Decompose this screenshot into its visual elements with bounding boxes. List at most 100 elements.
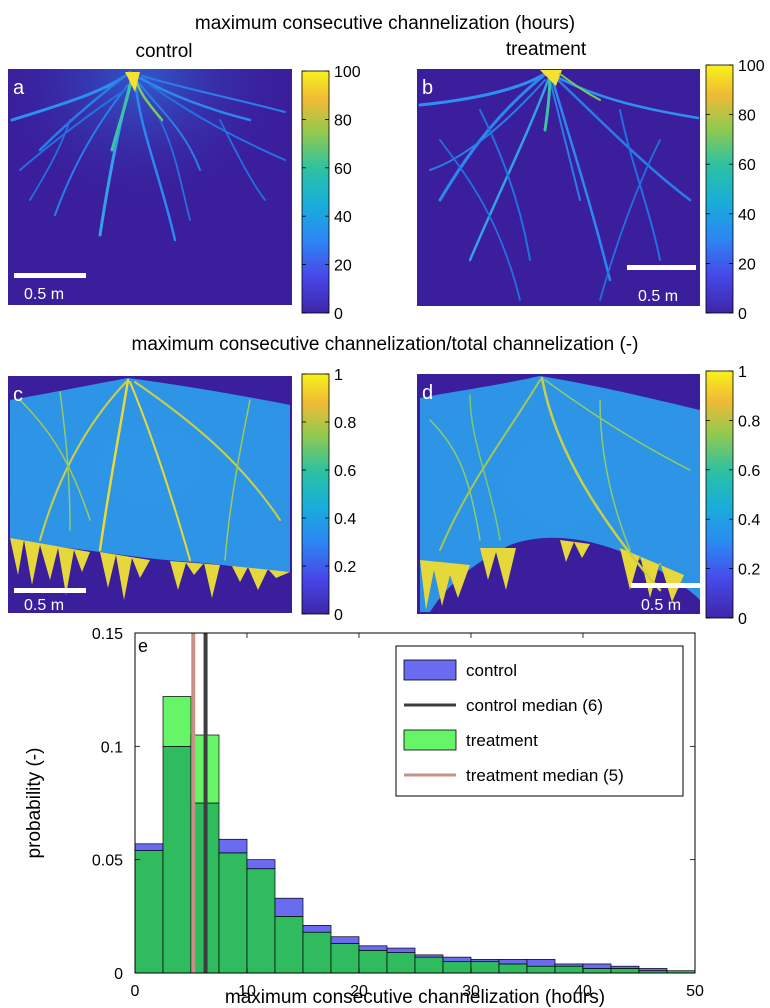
histogram-bar-overlap <box>162 745 192 974</box>
legend-label: control median (6) <box>466 696 603 715</box>
histogram-bar-overlap <box>246 868 276 974</box>
colorbar-d-tick-label: 0.2 <box>738 562 760 579</box>
histogram-bar-overlap <box>582 968 612 974</box>
colorbar-d-tick-label: 0 <box>738 611 747 628</box>
histogram-bar-treatment <box>162 696 192 747</box>
y-tick-label: 0.15 <box>92 626 123 643</box>
histogram-bar-overlap <box>442 961 472 974</box>
panel-e: 0 10 20 30 40 50 0 0.05 0.1 0.15 e maximum consec… <box>24 626 704 1008</box>
colorbar-b: 0 20 40 60 80 100 <box>705 58 765 323</box>
panel-c-scalebar <box>14 588 86 593</box>
legend-label: control <box>466 661 517 680</box>
histogram-bar-control <box>330 936 360 944</box>
histogram-bar-control <box>218 838 248 854</box>
panel-a-letter: a <box>13 77 25 99</box>
histogram-bar-control <box>442 956 472 963</box>
x-tick-label: 20 <box>350 983 368 1000</box>
histogram-bar-control <box>526 959 556 967</box>
colorbar-c-gradient <box>301 373 330 615</box>
colorbar-d-tick-label: 0.4 <box>738 512 760 529</box>
histogram-bar-control <box>386 947 416 953</box>
histogram-bar-control <box>470 959 500 963</box>
row2-title: maximum consecutive channelization/total… <box>132 334 639 355</box>
histogram-bar-control <box>274 897 304 917</box>
histogram-xlabel: maximum consecutive channelization (hour… <box>225 987 605 1008</box>
x-tick-label: 10 <box>238 983 256 1000</box>
colorbar-c-tick-label: 1 <box>334 367 343 384</box>
colorbar-d-tick-label: 1 <box>738 364 747 381</box>
legend-swatch-control <box>403 659 457 681</box>
panel-d-scalebar <box>631 583 700 588</box>
panel-e-letter: e <box>138 636 148 656</box>
histogram-bar-control <box>414 954 444 958</box>
colorbar-d: 0 0.2 0.4 0.6 0.8 1 <box>705 364 760 628</box>
col-label-control: control <box>135 41 192 62</box>
x-tick-label: 0 <box>131 983 140 1000</box>
panel-c-scalebar-label: 0.5 m <box>24 597 64 614</box>
colorbar-b-tick-label: 20 <box>738 256 756 273</box>
panel-b-channels <box>418 70 700 301</box>
y-tick-label: 0.1 <box>101 739 123 756</box>
colorbar-c-tick-label: 0.4 <box>334 511 356 528</box>
panel-d: d 0.5 m <box>417 374 700 614</box>
panel-a-scalebar <box>14 273 86 278</box>
colorbar-b-tick-label: 60 <box>738 157 756 174</box>
histogram-bar-control <box>358 945 388 951</box>
colorbar-a-gradient <box>301 70 330 314</box>
colorbar-b-tick-label: 100 <box>738 58 765 75</box>
histogram-bar-control <box>554 963 584 967</box>
colorbar-a-tick-label: 60 <box>334 161 352 178</box>
histogram-bar-control <box>134 843 164 851</box>
histogram-legend: control control median (6) treatment treatm… <box>395 645 684 797</box>
histogram-bar-control <box>302 925 332 933</box>
histogram-ylabel: probability (-) <box>24 748 45 859</box>
colorbar-a-tick-label: 80 <box>334 112 352 129</box>
colorbar-a-tick-label: 100 <box>334 64 361 81</box>
histogram-bar-overlap <box>386 952 416 974</box>
histogram-bar-control <box>638 968 668 972</box>
panel-b-letter: b <box>422 77 433 99</box>
histogram-bar-overlap <box>330 943 360 974</box>
y-tick-label: 0 <box>114 966 123 983</box>
histogram-bar-overlap <box>526 965 556 974</box>
histogram-bar-overlap <box>554 965 584 974</box>
histogram-bar-control <box>498 959 528 965</box>
colorbar-b-tick-label: 40 <box>738 207 756 224</box>
histogram-frame <box>134 632 696 974</box>
colorbar-c-tick-label: 0.6 <box>334 463 356 480</box>
histogram-bar-overlap <box>470 961 500 974</box>
colorbar-c: 0 0.2 0.4 0.6 0.8 1 <box>301 367 356 624</box>
colorbar-c-tick-label: 0.8 <box>334 415 356 432</box>
legend-swatch-treatment <box>403 729 457 751</box>
panel-c-letter: c <box>13 384 23 406</box>
panel-a: a 0.5 m <box>8 69 292 305</box>
col-label-treatment: treatment <box>506 39 587 60</box>
colorbar-a: 0 20 40 60 80 100 <box>301 64 361 323</box>
panel-d-letter: d <box>422 382 433 404</box>
panel-b-scalebar-label: 0.5 m <box>638 288 678 305</box>
histogram-bar-overlap <box>274 915 304 974</box>
histogram-bar-overlap <box>218 852 248 974</box>
colorbar-d-tick-label: 0.6 <box>738 463 760 480</box>
panel-b-scalebar <box>627 265 696 270</box>
legend-label: treatment <box>466 731 538 750</box>
histogram-bar-control <box>610 965 640 969</box>
histogram-bar-overlap <box>498 963 528 974</box>
colorbar-b-tick-label: 80 <box>738 108 756 125</box>
colorbar-b-tick-label: 0 <box>738 306 747 323</box>
colorbar-c-tick-label: 0 <box>334 607 343 624</box>
colorbar-a-tick-label: 40 <box>334 209 352 226</box>
panel-c: c 0.5 m <box>8 376 292 614</box>
histogram-bar-control <box>246 859 276 870</box>
colorbar-a-tick-label: 0 <box>334 306 343 323</box>
x-tick-label: 50 <box>686 983 704 1000</box>
colorbar-a-tick-label: 20 <box>334 258 352 275</box>
colorbar-c-tick-label: 0.2 <box>334 559 356 576</box>
x-tick-label: 40 <box>574 983 592 1000</box>
panel-b: b 0.5 m <box>417 69 700 306</box>
panel-c-fringe <box>10 538 290 600</box>
panel-a-scalebar-label: 0.5 m <box>24 286 64 303</box>
histogram-bar-overlap <box>358 949 388 974</box>
panel-b-image <box>417 69 700 306</box>
